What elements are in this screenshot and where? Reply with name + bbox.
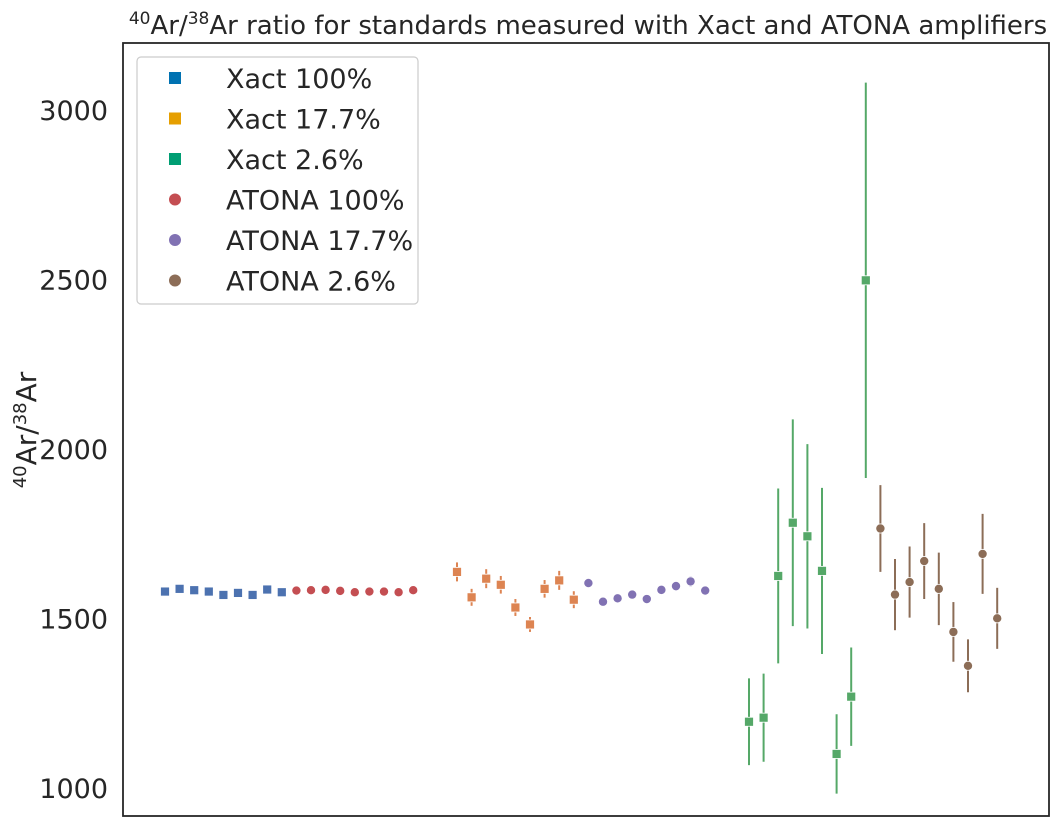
data-point — [671, 581, 682, 592]
plot-frame — [122, 42, 1050, 817]
legend-marker — [169, 234, 181, 246]
data-point — [525, 619, 535, 630]
data-point — [554, 575, 565, 586]
legend-marker — [169, 72, 181, 84]
legend-label: ATONA 17.7% — [226, 226, 413, 257]
legend-label: Xact 17.7% — [226, 105, 381, 136]
legend-label: Xact 100% — [226, 64, 372, 95]
y-axis-title-part2: Ar — [10, 371, 43, 402]
legend: Xact 100% Xact 17.7% Xact 2.6% ATONA 100% AT… — [136, 56, 419, 305]
data-point — [510, 602, 521, 613]
data-point — [189, 585, 200, 596]
data-point — [378, 586, 389, 597]
chart-title-sup2: 38 — [188, 9, 210, 29]
data-point — [875, 523, 886, 534]
data-point — [305, 585, 316, 596]
data-point — [919, 556, 930, 567]
data-point — [890, 589, 901, 600]
y-tick-label: 2500 — [39, 265, 108, 296]
data-point — [174, 583, 185, 594]
data-point — [860, 275, 871, 286]
y-axis-ticks: 1000 1500 2000 2500 3000 — [39, 96, 108, 805]
data-point — [247, 590, 258, 600]
data-point — [349, 587, 360, 598]
data-point — [276, 587, 287, 598]
y-axis-title-sup1: 40 — [10, 465, 31, 488]
y-tick-label: 3000 — [39, 96, 108, 127]
data-point — [802, 531, 813, 542]
chart-title: 40Ar/38Ar ratio for standards measured w… — [129, 9, 1047, 41]
data-point — [904, 577, 915, 588]
data-point — [568, 594, 579, 605]
data-point — [787, 517, 798, 528]
data-point — [933, 583, 944, 594]
chart-title-sup1: 40 — [129, 9, 151, 29]
y-tick-label: 1500 — [39, 604, 108, 635]
data-point — [685, 576, 696, 587]
data-point — [744, 716, 754, 727]
data-point — [656, 584, 667, 595]
data-point — [992, 613, 1003, 624]
data-point — [291, 585, 302, 596]
data-point — [627, 589, 638, 600]
legend-box — [136, 56, 419, 305]
y-tick-label: 2000 — [39, 435, 108, 466]
y-axis-title-sup2: 38 — [10, 402, 31, 425]
data-point — [700, 585, 711, 596]
data-point — [977, 548, 988, 559]
data-point — [963, 660, 974, 671]
legend-label: ATONA 100% — [226, 186, 405, 217]
y-tick-label: 1000 — [39, 774, 108, 805]
legend-marker — [169, 274, 181, 287]
data-point — [598, 596, 609, 607]
y-axis-title-part1: Ar/ — [10, 425, 43, 466]
data-point — [203, 586, 214, 597]
data-point — [233, 588, 243, 598]
y-axis-title: 40Ar/38Ar — [10, 371, 43, 488]
data-point — [452, 566, 462, 577]
data-point — [846, 691, 857, 702]
data-point — [481, 573, 492, 584]
legend-marker — [169, 112, 181, 125]
data-point — [773, 571, 784, 581]
data-point — [335, 585, 346, 596]
data-point — [320, 584, 331, 595]
data-point — [583, 578, 594, 589]
legend-marker — [169, 153, 181, 165]
data-point — [758, 712, 769, 723]
legend-label: ATONA 2.6% — [226, 267, 396, 298]
data-point — [262, 584, 273, 595]
data-point — [408, 585, 419, 596]
data-points — [160, 275, 1003, 759]
chart-title-part1: Ar/ — [150, 11, 187, 41]
data-point — [612, 593, 623, 604]
chart-title-part2: Ar ratio for standards measured with Xac… — [209, 11, 1047, 41]
data-point — [364, 586, 375, 597]
data-point — [495, 579, 506, 590]
legend-marker — [169, 193, 181, 206]
data-point — [218, 590, 229, 600]
data-point — [466, 592, 477, 603]
data-point — [160, 586, 170, 597]
data-point — [817, 565, 827, 576]
data-point — [831, 749, 842, 759]
data-point — [393, 587, 404, 598]
data-point — [539, 583, 550, 594]
legend-label: Xact 2.6% — [226, 145, 364, 176]
data-point — [641, 594, 652, 605]
data-point — [948, 626, 959, 637]
